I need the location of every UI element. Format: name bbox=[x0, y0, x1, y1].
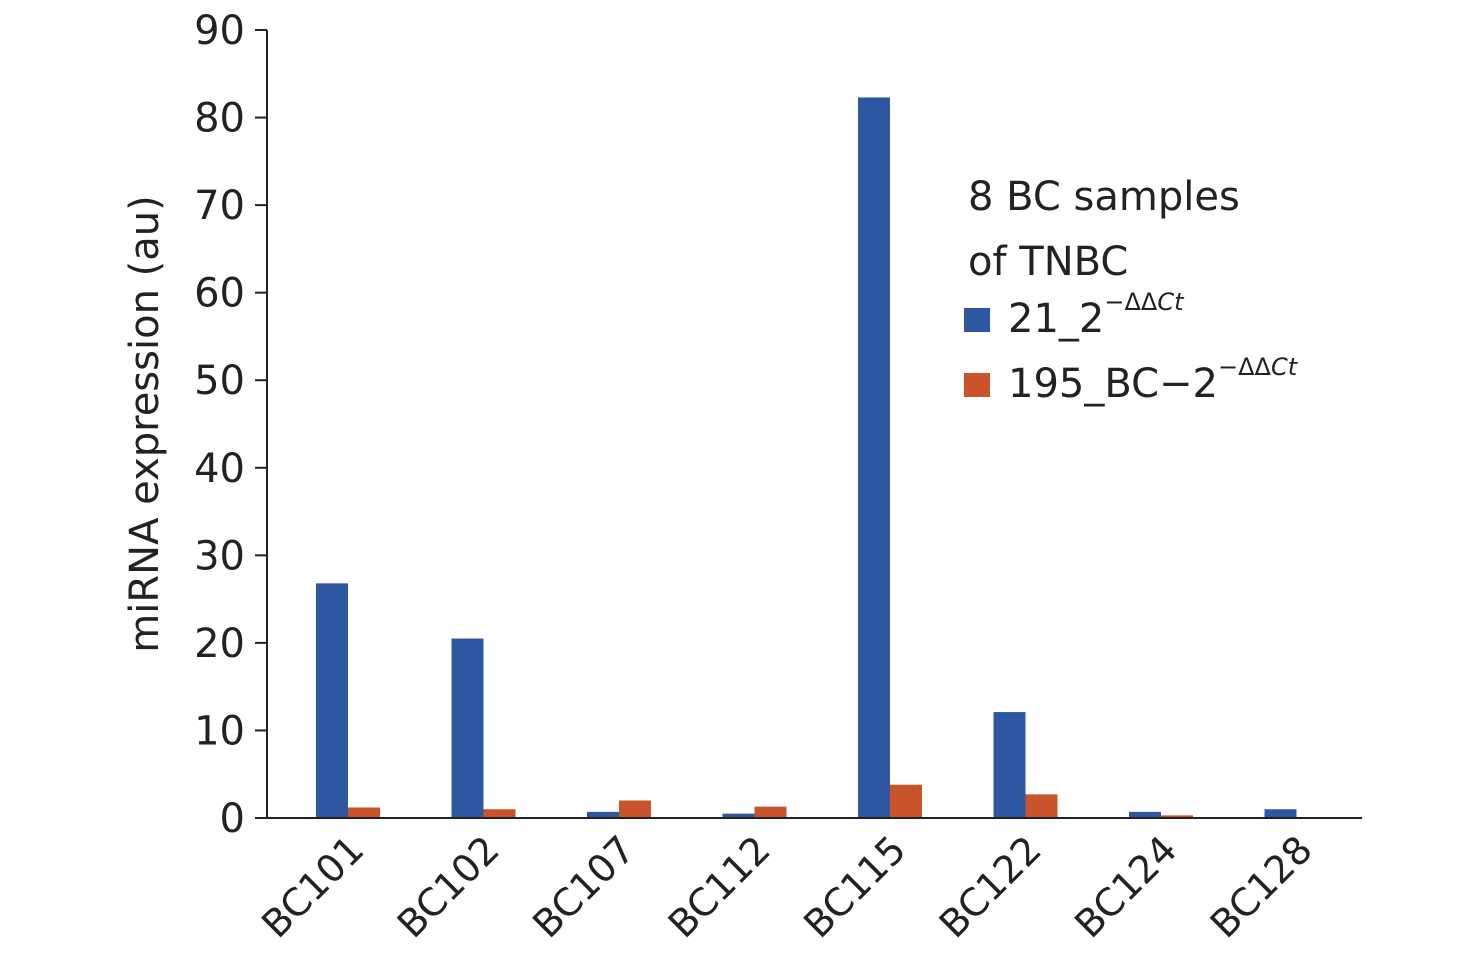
bar-BC102-series-2 bbox=[483, 809, 516, 818]
legend-swatch-series-2 bbox=[964, 373, 990, 397]
y-tick-label: 50 bbox=[194, 358, 245, 404]
bar-BC122-series-2 bbox=[1025, 794, 1058, 818]
legend-swatch-series-1 bbox=[964, 308, 990, 332]
legend-title-line1: 8 BC samples bbox=[968, 174, 1240, 220]
y-tick-label: 20 bbox=[194, 621, 245, 667]
y-tick-label: 40 bbox=[194, 446, 245, 492]
bar-BC115-series-1 bbox=[858, 97, 890, 818]
bar-BC112-series-2 bbox=[754, 806, 787, 818]
bar-BC101-series-2 bbox=[348, 807, 380, 818]
bar-BC122-series-1 bbox=[993, 712, 1026, 818]
legend-title-line2: of TNBC bbox=[968, 239, 1128, 285]
x-tick-label: BC102 bbox=[389, 827, 508, 946]
x-tick-label: BC107 bbox=[524, 827, 643, 946]
x-labels-group: BC101 BC102 BC107 BC112 BC115 BC122 BC124 BC128 bbox=[253, 827, 1321, 946]
bar-BC102-series-1 bbox=[451, 638, 484, 818]
x-tick-label: BC101 bbox=[253, 827, 372, 946]
x-tick-label: BC115 bbox=[795, 827, 914, 946]
x-tick-label: BC112 bbox=[660, 827, 779, 946]
legend-label-series-2: 195_BC−2−ΔΔCt bbox=[1008, 353, 1299, 407]
bars-group bbox=[316, 97, 1297, 818]
legend: 8 BC samples of TNBC 21_2−ΔΔCt 195_BC−2−… bbox=[964, 174, 1299, 407]
bar-BC128-series-1 bbox=[1264, 809, 1297, 818]
y-tick-label: 0 bbox=[220, 796, 245, 842]
y-tick-label: 70 bbox=[194, 183, 245, 229]
legend-label-series-1: 21_2−ΔΔCt bbox=[1008, 288, 1185, 342]
bar-BC107-series-2 bbox=[619, 800, 651, 818]
y-axis-title: miRNA expression (au) bbox=[122, 195, 168, 652]
y-tick-label: 10 bbox=[194, 708, 245, 754]
bar-BC107-series-1 bbox=[587, 811, 619, 818]
y-ticks-group: 0 10 20 30 40 50 60 70 80 90 bbox=[194, 8, 267, 842]
y-tick-label: 90 bbox=[194, 8, 245, 54]
x-tick-label: BC128 bbox=[1202, 827, 1321, 946]
bar-BC124-series-2 bbox=[1161, 815, 1193, 818]
bar-BC112-series-1 bbox=[722, 813, 755, 818]
x-tick-label: BC124 bbox=[1066, 827, 1185, 946]
y-tick-label: 30 bbox=[194, 533, 245, 579]
x-tick-label: BC122 bbox=[931, 827, 1050, 946]
bar-BC115-series-2 bbox=[890, 784, 922, 818]
bar-BC101-series-1 bbox=[316, 583, 348, 818]
bar-BC124-series-1 bbox=[1129, 811, 1161, 818]
axes-group bbox=[266, 30, 1362, 819]
y-tick-label: 80 bbox=[194, 96, 245, 142]
y-tick-label: 60 bbox=[194, 271, 245, 317]
